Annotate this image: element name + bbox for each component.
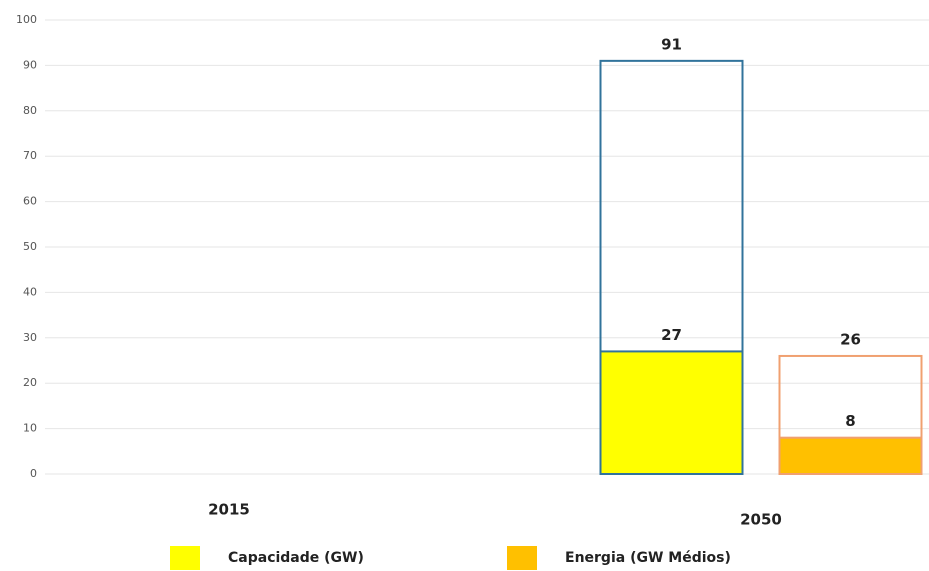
legend-label: Energia (GW Médios) (565, 550, 731, 566)
bar-fill (599, 350, 744, 476)
y-tick-label: 30 (23, 331, 37, 344)
y-tick-label: 90 (23, 58, 37, 71)
y-tick-label: 50 (23, 240, 37, 253)
data-label: 26 (840, 330, 861, 348)
data-label: 91 (661, 35, 682, 53)
y-tick-label: 10 (23, 422, 37, 435)
y-tick-label: 70 (23, 149, 37, 162)
data-label: 8 (845, 412, 855, 430)
data-label: 27 (661, 326, 682, 344)
bar-outline (599, 59, 744, 476)
y-tick-label: 80 (23, 104, 37, 117)
bar-outline (778, 354, 923, 475)
y-tick-label: 60 (23, 195, 37, 208)
bar-fill (778, 436, 923, 475)
legend-swatch (507, 546, 537, 570)
y-tick-label: 100 (16, 13, 37, 26)
legend-label: Capacidade (GW) (228, 550, 364, 566)
x-tick-label: 2050 (740, 511, 782, 529)
legend-swatch (170, 546, 200, 570)
y-tick-label: 20 (23, 376, 37, 389)
y-tick-label: 0 (30, 467, 37, 480)
y-tick-label: 40 (23, 285, 37, 298)
x-tick-label: 2015 (208, 501, 250, 519)
